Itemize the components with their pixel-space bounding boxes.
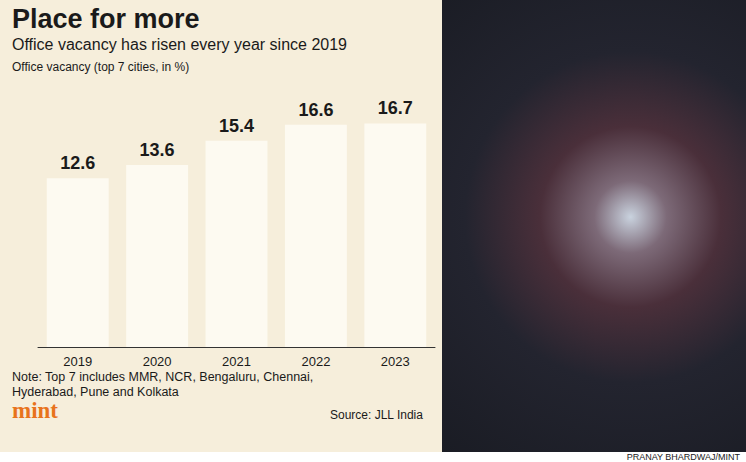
svg-text:13.6: 13.6 <box>140 140 175 160</box>
svg-text:2023: 2023 <box>381 354 410 369</box>
html-text:PRANAY BHARDWAJ/MINT: PRANAY BHARDWAJ/MINT <box>626 452 740 462</box>
html-text:Office vacancy (top 7 cities,: Office vacancy (top 7 cities, in %) <box>12 60 190 74</box>
svg-text:2019: 2019 <box>63 354 92 369</box>
svg-text:2021: 2021 <box>222 354 251 369</box>
html-text:Office vacancy has risen every: Office vacancy has risen every year sinc… <box>12 36 347 53</box>
svg-text:12.6: 12.6 <box>60 153 95 173</box>
svg-text:2020: 2020 <box>143 354 172 369</box>
html-text:Note: Top 7 includes MMR, NCR,: Note: Top 7 includes MMR, NCR, Bengaluru… <box>12 370 314 399</box>
svg-text:15.4: 15.4 <box>219 116 254 136</box>
html-text:Source: JLL India: Source: JLL India <box>330 408 423 422</box>
html-text:mint: mint <box>12 398 58 423</box>
svg-text:2022: 2022 <box>301 354 330 369</box>
svg-text:16.7: 16.7 <box>378 98 413 118</box>
html-text:Place for more: Place for more <box>12 4 200 34</box>
svg-text:16.6: 16.6 <box>298 100 333 120</box>
